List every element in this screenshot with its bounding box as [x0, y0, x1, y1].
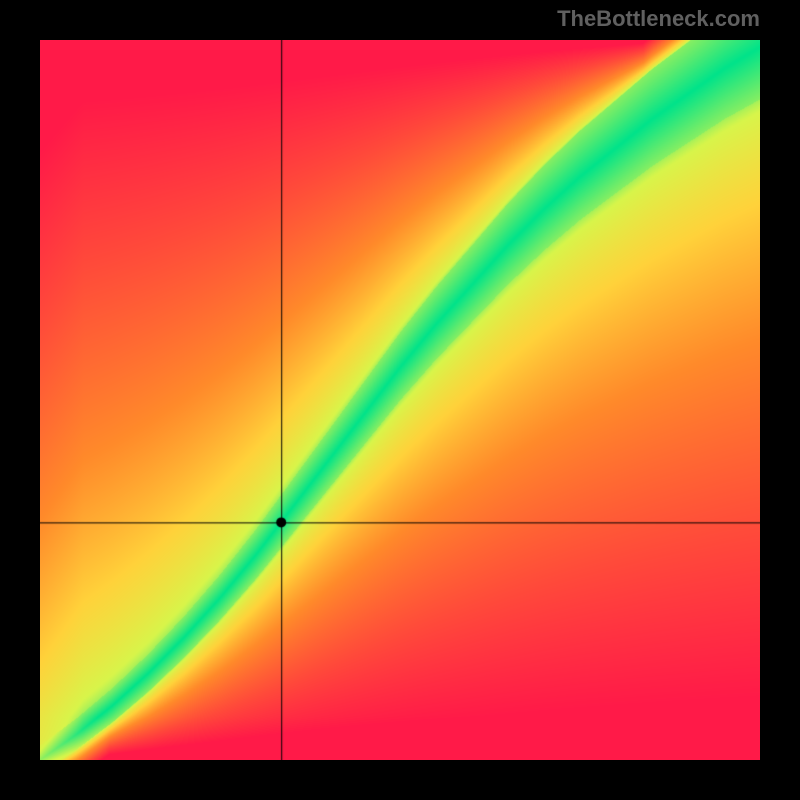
bottleneck-heatmap-canvas [40, 40, 760, 760]
watermark-label: TheBottleneck.com [557, 6, 760, 32]
